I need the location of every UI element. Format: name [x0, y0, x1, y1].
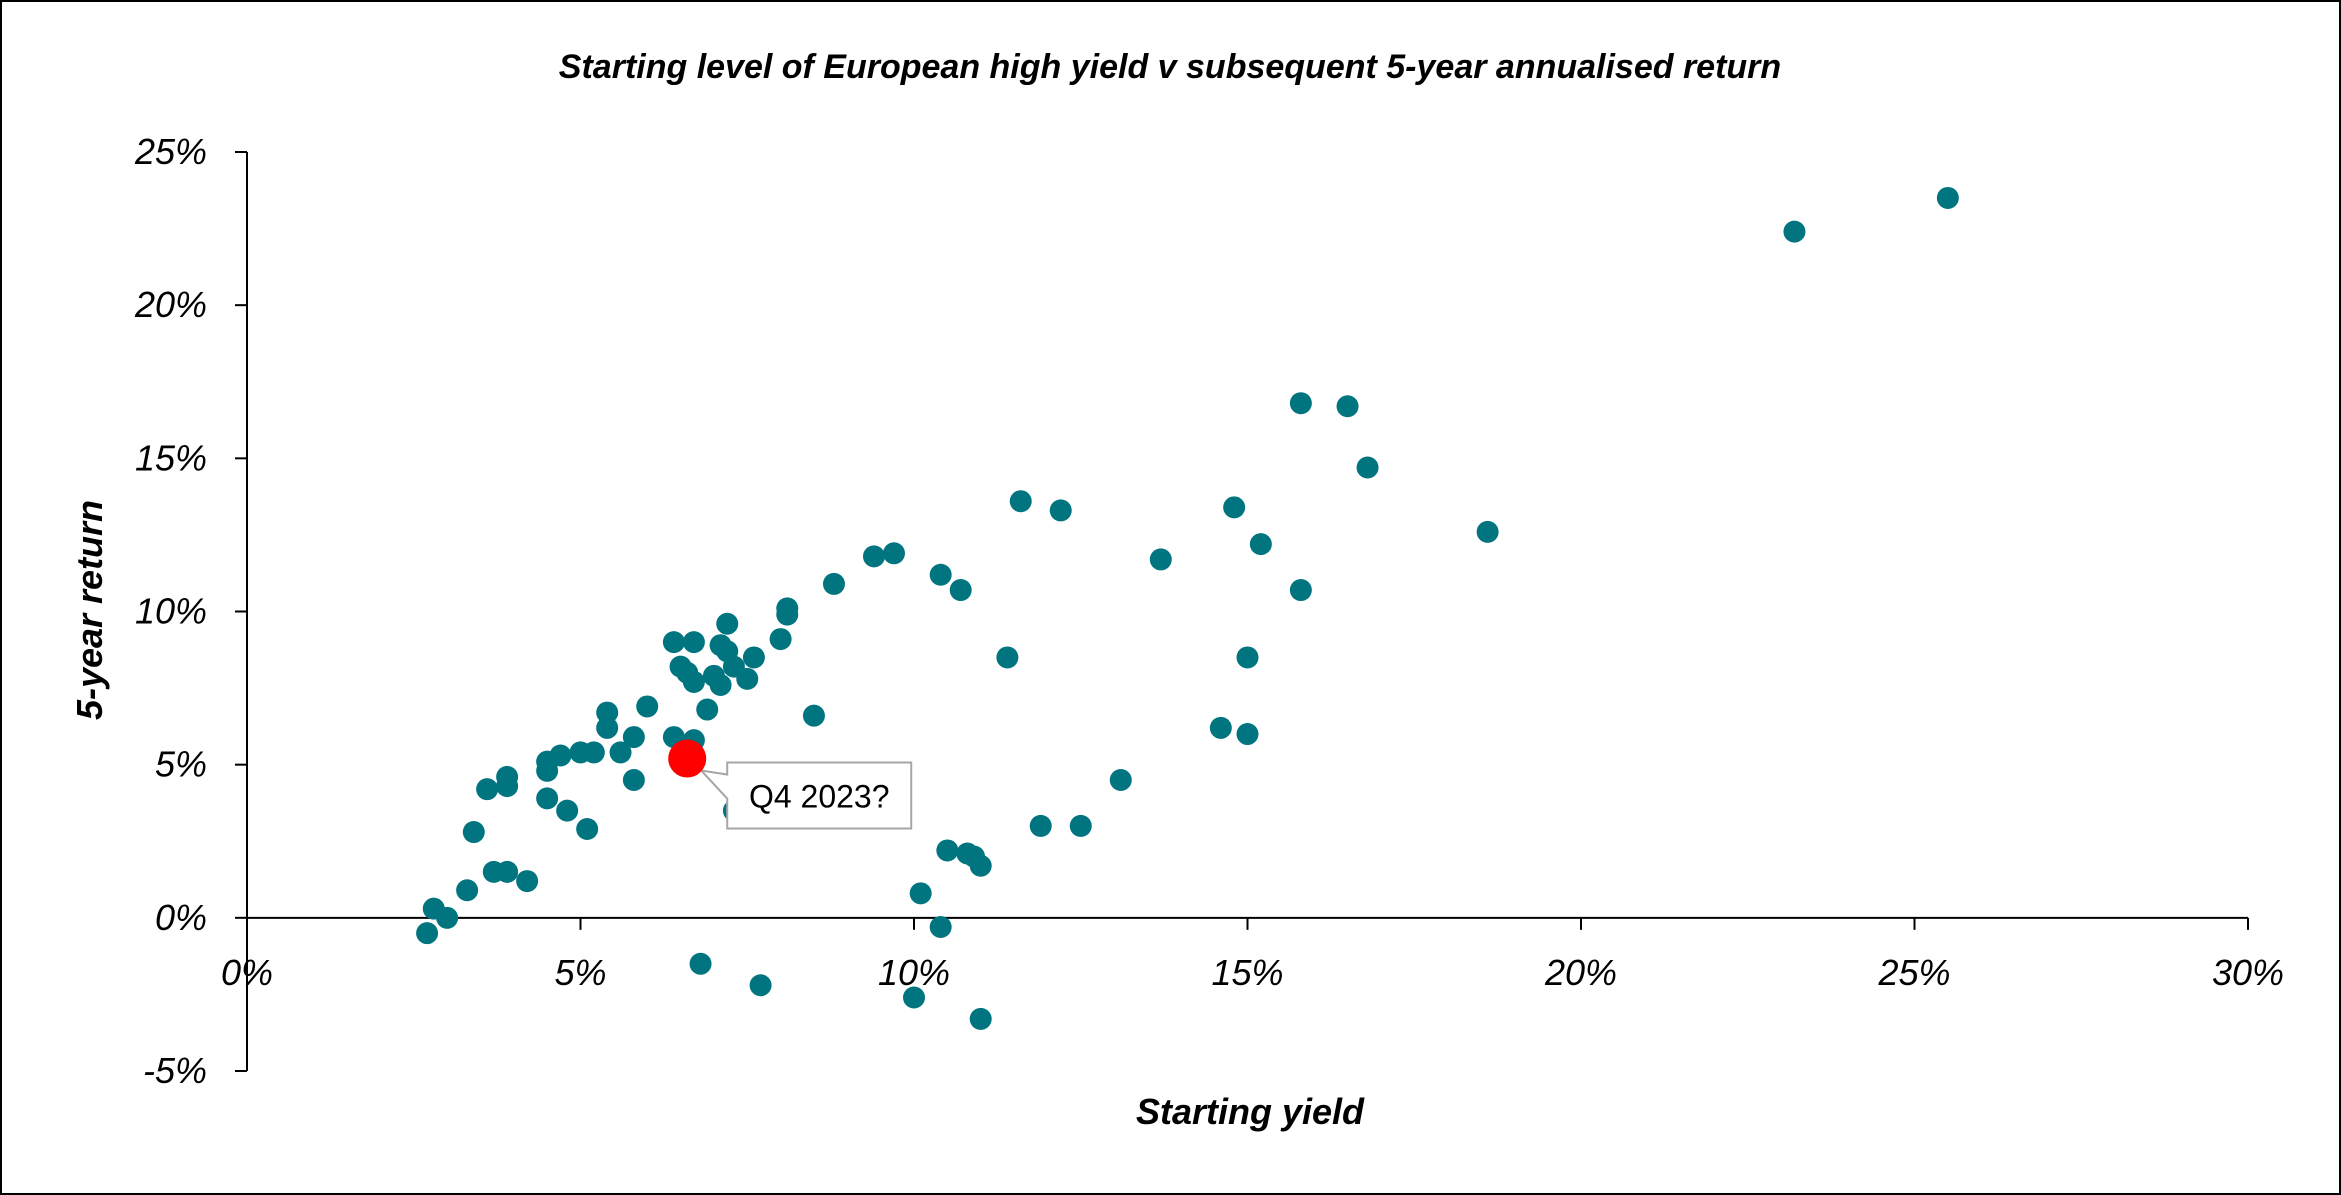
data-point — [436, 906, 459, 929]
data-point — [1209, 716, 1232, 739]
data-point — [596, 701, 619, 724]
x-tick-label: 30% — [2212, 952, 2284, 993]
x-tick-label: 0% — [221, 952, 273, 993]
data-point — [1109, 768, 1132, 791]
data-points — [416, 186, 1959, 1030]
axes — [235, 151, 2249, 1072]
y-tick-label: 10% — [135, 591, 207, 632]
data-point — [949, 579, 972, 602]
y-tick-label: 25% — [134, 131, 207, 172]
data-point — [742, 646, 765, 669]
data-point — [556, 799, 579, 822]
data-point — [576, 817, 599, 840]
data-point — [1289, 579, 1312, 602]
data-point — [716, 612, 739, 635]
data-point — [622, 768, 645, 791]
data-point — [1236, 646, 1259, 669]
x-tick-label: 25% — [1877, 952, 1950, 993]
data-point — [496, 860, 519, 883]
callout-box — [698, 761, 913, 830]
annotation: Q4 2023? — [668, 739, 913, 830]
y-axis-title: 5-year return — [69, 500, 110, 720]
data-point — [1009, 490, 1032, 513]
y-tick-label: 20% — [134, 284, 207, 325]
data-point — [1223, 496, 1246, 519]
y-tick-label: 0% — [155, 897, 207, 938]
data-point — [929, 916, 952, 939]
data-point — [909, 882, 932, 905]
data-point — [749, 974, 772, 997]
data-point — [969, 854, 992, 877]
data-point — [882, 542, 905, 565]
data-point — [496, 765, 519, 788]
data-point — [929, 563, 952, 586]
y-tick-label: -5% — [143, 1050, 207, 1091]
data-point — [582, 741, 605, 764]
data-point — [682, 631, 705, 654]
data-point — [462, 821, 485, 844]
data-point — [1236, 723, 1259, 746]
data-point — [1289, 392, 1312, 415]
data-point — [689, 952, 712, 975]
data-point — [456, 879, 479, 902]
y-tick-label: 5% — [155, 744, 207, 785]
data-point — [516, 870, 539, 893]
y-tick-label: 15% — [135, 437, 207, 478]
data-point — [822, 572, 845, 595]
data-point — [936, 839, 959, 862]
x-tick-label: 15% — [1211, 952, 1283, 993]
data-point — [622, 726, 645, 749]
data-point — [996, 646, 1019, 669]
data-point — [416, 922, 439, 945]
chart-title: Starting level of European high yield v … — [559, 48, 1781, 86]
data-point — [476, 778, 499, 801]
x-axis-title: Starting yield — [1136, 1091, 1365, 1132]
x-tick-label: 20% — [1544, 952, 1617, 993]
data-point — [1476, 520, 1499, 543]
data-point — [682, 670, 705, 693]
data-point — [769, 628, 792, 651]
data-point — [1936, 186, 1959, 209]
data-point — [1783, 220, 1806, 243]
data-point — [1249, 533, 1272, 556]
callout-label: Q4 2023? — [749, 779, 890, 815]
data-point — [736, 667, 759, 690]
data-point — [709, 674, 732, 697]
data-point — [1149, 548, 1172, 571]
data-point — [696, 698, 719, 721]
tick-labels: -5% 0% 5% 10% 15% 20% 25% 0% 5% 10% 15% 20% 25% 30% — [134, 131, 2284, 1091]
data-point — [1029, 814, 1052, 837]
highlight-point — [668, 739, 707, 778]
data-point — [549, 744, 572, 767]
data-point — [903, 986, 925, 1009]
data-point — [1049, 499, 1072, 522]
data-point — [862, 545, 885, 568]
data-point — [1336, 395, 1359, 418]
data-point — [609, 741, 632, 764]
data-point — [596, 716, 619, 739]
data-point — [536, 787, 559, 810]
data-point — [1069, 814, 1092, 837]
data-point — [636, 695, 659, 718]
data-point — [969, 1007, 992, 1030]
data-point — [802, 704, 825, 727]
data-point — [776, 603, 799, 626]
data-point — [1356, 456, 1379, 479]
x-tick-label: 10% — [878, 952, 950, 993]
x-tick-label: 5% — [554, 952, 606, 993]
data-point — [662, 631, 685, 654]
